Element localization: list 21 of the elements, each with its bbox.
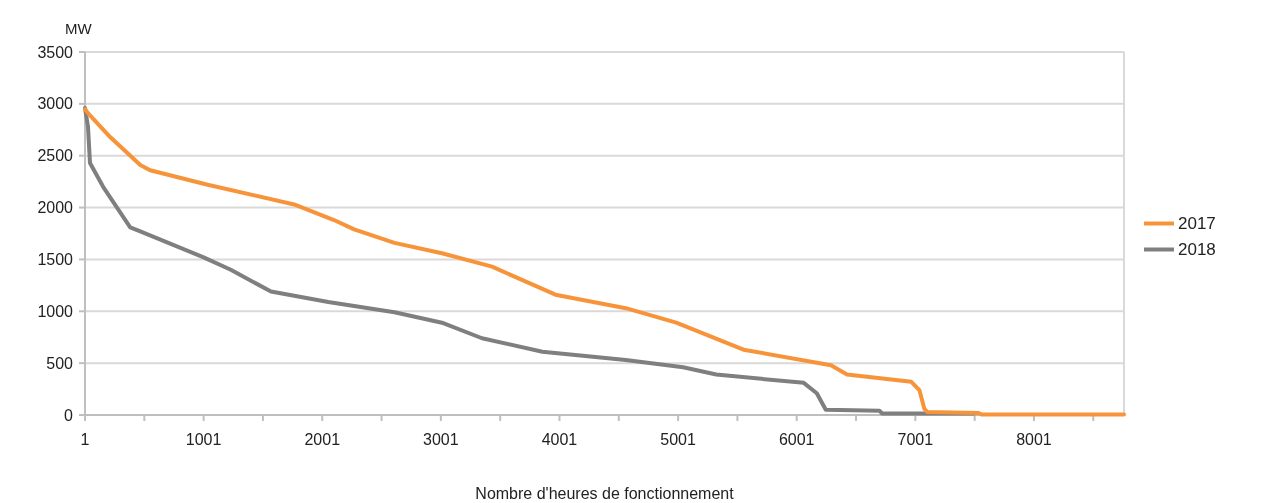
x-tick-label: 3001 [423,431,459,448]
y-tick-label: 0 [64,406,74,424]
legend-label: 2017 [1178,214,1216,234]
x-tick-label: 6001 [778,431,815,448]
x-tick-label: 7001 [897,431,934,448]
y-axis-title: MW [65,20,93,37]
x-tick-label: 8001 [1016,431,1052,448]
y-tick-label: 3000 [37,95,74,113]
x-tick-label: 4001 [541,431,578,448]
y-tick-label: 2500 [37,147,74,165]
y-tick-label: 500 [46,354,74,372]
y-tick-label: 3500 [37,43,74,61]
legend-label: 2018 [1178,240,1216,260]
y-tick-label: 1500 [37,251,74,269]
x-axis-title: Nombre d'heures de fonctionnement [475,485,735,502]
x-tick-label: 1001 [185,431,222,448]
x-tick-label: 1 [80,431,90,448]
y-tick-label: 2000 [37,199,74,217]
y-tick-label: 1000 [37,302,74,320]
x-tick-label: 2001 [304,431,341,448]
x-tick-label: 5001 [660,431,696,448]
